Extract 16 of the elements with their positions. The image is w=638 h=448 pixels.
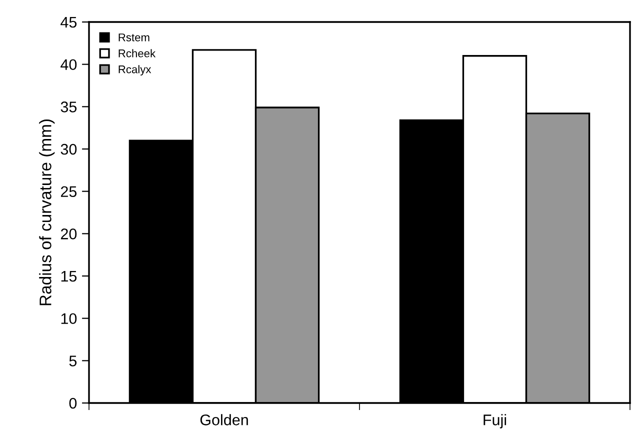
y-tick-label: 25 [60,186,77,198]
legend-label: Rcalyx [118,65,152,76]
y-tick-label: 45 [60,17,77,28]
y-tick-label: 10 [61,313,77,324]
x-tick-label: Fuji [484,414,506,428]
y-tick-label: 0 [69,398,77,409]
y-tick-label: 40 [60,59,77,70]
y-tick-label: 15 [61,271,77,282]
x-tick-label: Golden [200,414,248,426]
y-tick-label: 30 [60,144,77,155]
y-tick-label: 5 [69,356,77,366]
legend-label: Rcheek [118,49,156,58]
y-tick-label: 20 [60,228,77,240]
y-axis-title: Radius of curvature (mm) [39,120,55,306]
legend-label: Rstem [118,34,150,42]
y-tick-label: 35 [60,102,77,112]
